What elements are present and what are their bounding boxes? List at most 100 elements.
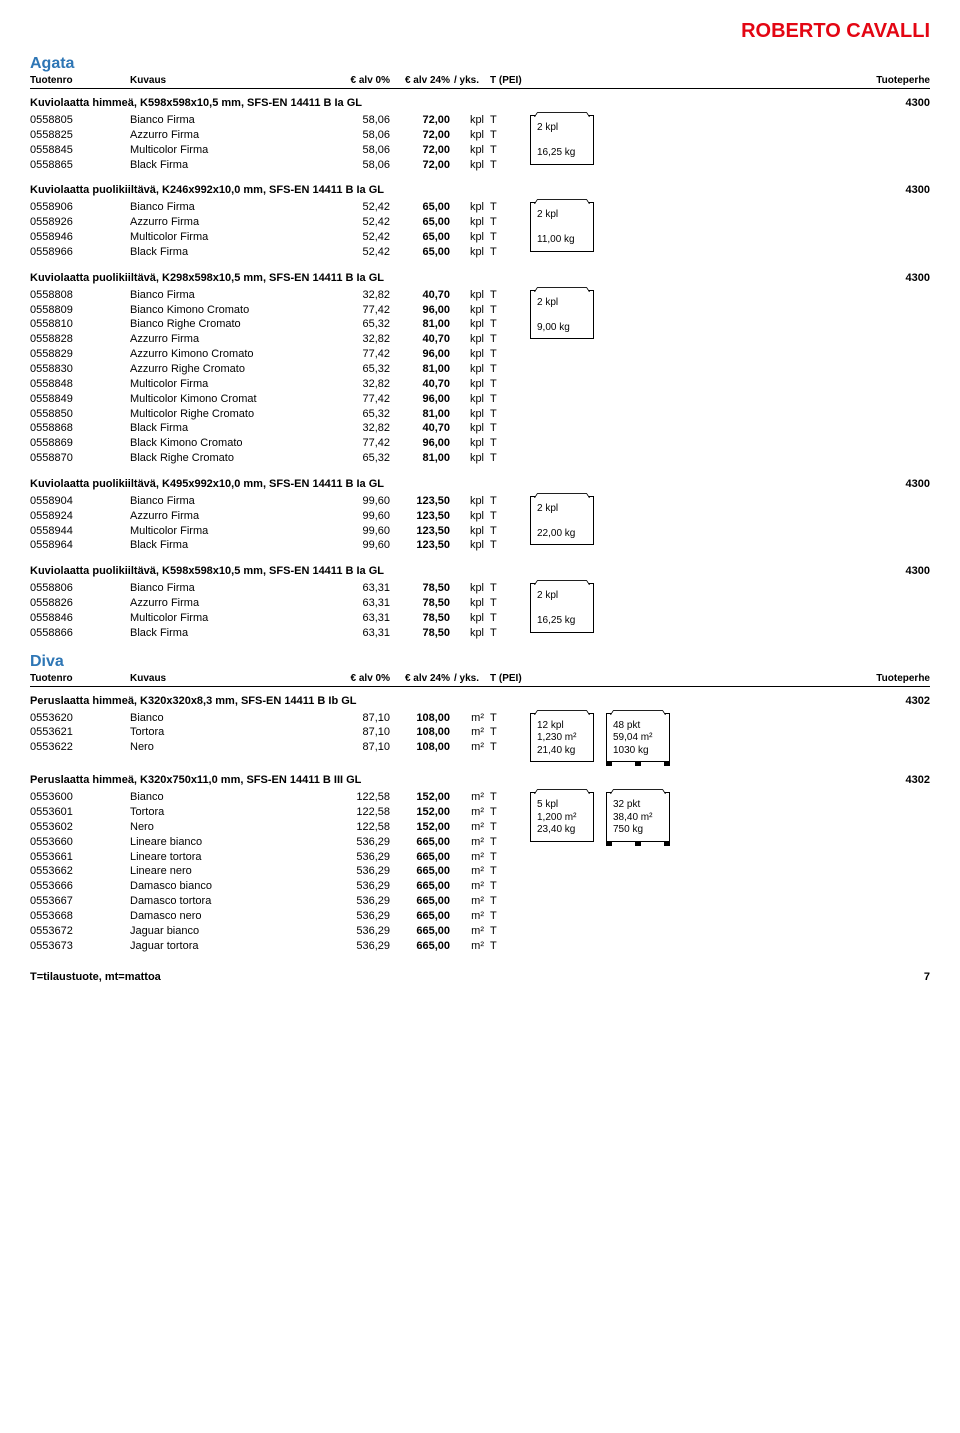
collection-title: Agata bbox=[30, 55, 930, 73]
package-line: 21,40 kg bbox=[537, 745, 583, 758]
table-row: 0558944Multicolor Firma99,60123,50kplT bbox=[30, 524, 510, 539]
table-row: 0558808Bianco Firma32,8240,70kplT bbox=[30, 288, 510, 303]
section-body: 0553600Bianco122,58152,00m²T0553601Torto… bbox=[30, 790, 930, 953]
section-title: Kuviolaatta puolikiiltävä, K495x992x10,0… bbox=[30, 478, 880, 490]
table-cell: 77,42 bbox=[330, 347, 390, 362]
table-cell: 0558805 bbox=[30, 113, 130, 128]
table-cell: 0558946 bbox=[30, 230, 130, 245]
table-cell: m² bbox=[450, 850, 490, 865]
table-row: 0558809Bianco Kimono Cromato77,4296,00kp… bbox=[30, 303, 510, 318]
brand-title: ROBERTO CAVALLI bbox=[30, 20, 930, 43]
table-row: 0558845Multicolor Firma58,0672,00kplT bbox=[30, 143, 510, 158]
table-row: 0553600Bianco122,58152,00m²T bbox=[30, 790, 510, 805]
table-cell: 0558924 bbox=[30, 509, 130, 524]
table-cell: kpl bbox=[450, 596, 490, 611]
table-cell: T bbox=[490, 200, 510, 215]
table-cell: T bbox=[490, 128, 510, 143]
section-title: Kuviolaatta puolikiiltävä, K598x598x10,5… bbox=[30, 565, 880, 577]
table-cell: 77,42 bbox=[330, 303, 390, 318]
table-cell: 65,32 bbox=[330, 362, 390, 377]
table-cell: 0558825 bbox=[30, 128, 130, 143]
table-cell: kpl bbox=[450, 143, 490, 158]
table-cell: Black Firma bbox=[130, 158, 330, 173]
table-row: 0553601Tortora122,58152,00m²T bbox=[30, 805, 510, 820]
section-title-row: Peruslaatta himmeä, K320x320x8,3 mm, SFS… bbox=[30, 695, 930, 707]
page-footer: T=tilaustuote, mt=mattoa 7 bbox=[30, 971, 930, 983]
table-cell: 32,82 bbox=[330, 421, 390, 436]
table-cell: 0553621 bbox=[30, 725, 130, 740]
table-cell: Bianco Firma bbox=[130, 494, 330, 509]
table-cell: 0553661 bbox=[30, 850, 130, 865]
table-cell: 52,42 bbox=[330, 215, 390, 230]
section-code: 4300 bbox=[880, 272, 930, 284]
table-row: 0558806Bianco Firma63,3178,50kplT bbox=[30, 581, 510, 596]
column-header: TuotenroKuvaus€ alv 0%€ alv 24%/ yks.T (… bbox=[30, 673, 930, 687]
table-cell: kpl bbox=[450, 407, 490, 422]
table-cell: 32,82 bbox=[330, 288, 390, 303]
table-cell: m² bbox=[450, 725, 490, 740]
product-section: Peruslaatta himmeä, K320x750x11,0 mm, SF… bbox=[30, 774, 930, 953]
table-cell: 0553660 bbox=[30, 835, 130, 850]
table-cell: 77,42 bbox=[330, 436, 390, 451]
table-cell: 123,50 bbox=[390, 538, 450, 553]
table-row: 0558865Black Firma58,0672,00kplT bbox=[30, 158, 510, 173]
table-cell: T bbox=[490, 303, 510, 318]
pallet-line: 750 kg bbox=[613, 824, 659, 837]
column-header-cell: € alv 0% bbox=[330, 673, 390, 684]
table-cell: 536,29 bbox=[330, 835, 390, 850]
table-cell: 0553600 bbox=[30, 790, 130, 805]
table-row: 0558848Multicolor Firma32,8240,70kplT bbox=[30, 377, 510, 392]
section-title: Kuviolaatta puolikiiltävä, K298x598x10,5… bbox=[30, 272, 880, 284]
table-cell: Multicolor Firma bbox=[130, 524, 330, 539]
table-cell: T bbox=[490, 879, 510, 894]
table-cell: 0558868 bbox=[30, 421, 130, 436]
table-cell: kpl bbox=[450, 230, 490, 245]
pallet-line: 48 pkt bbox=[613, 720, 659, 733]
table-cell: 40,70 bbox=[390, 288, 450, 303]
table-cell: kpl bbox=[450, 245, 490, 260]
table-row: 0553666Damasco bianco536,29665,00m²T bbox=[30, 879, 510, 894]
package-line bbox=[537, 222, 583, 235]
column-header-cell: Kuvaus bbox=[130, 673, 330, 684]
table-cell: kpl bbox=[450, 626, 490, 641]
table-cell: 0558926 bbox=[30, 215, 130, 230]
table-cell: Bianco Firma bbox=[130, 581, 330, 596]
section-title: Peruslaatta himmeä, K320x320x8,3 mm, SFS… bbox=[30, 695, 880, 707]
package-box: 12 kpl1,230 m²21,40 kg bbox=[530, 713, 594, 763]
table-cell: 152,00 bbox=[390, 820, 450, 835]
product-rows: 0558808Bianco Firma32,8240,70kplT0558809… bbox=[30, 288, 510, 466]
table-cell: 0558866 bbox=[30, 626, 130, 641]
table-cell: 63,31 bbox=[330, 596, 390, 611]
table-row: 0553621Tortora87,10108,00m²T bbox=[30, 725, 510, 740]
table-cell: kpl bbox=[450, 332, 490, 347]
table-cell: 665,00 bbox=[390, 894, 450, 909]
table-cell: 536,29 bbox=[330, 939, 390, 954]
table-cell: 81,00 bbox=[390, 407, 450, 422]
table-cell: 0558850 bbox=[30, 407, 130, 422]
column-header-cell: Kuvaus bbox=[130, 75, 330, 86]
table-cell: Azzurro Kimono Cromato bbox=[130, 347, 330, 362]
table-cell: 0553662 bbox=[30, 864, 130, 879]
column-header: TuotenroKuvaus€ alv 0%€ alv 24%/ yks.T (… bbox=[30, 75, 930, 89]
section-code: 4300 bbox=[880, 478, 930, 490]
package-line bbox=[537, 309, 583, 322]
package-boxes: 5 kpl1,200 m²23,40 kg32 pkt38,40 m²750 k… bbox=[530, 790, 670, 842]
table-cell: 0553672 bbox=[30, 924, 130, 939]
section-body: 0558805Bianco Firma58,0672,00kplT0558825… bbox=[30, 113, 930, 172]
table-cell: T bbox=[490, 850, 510, 865]
table-cell: T bbox=[490, 332, 510, 347]
package-line: 9,00 kg bbox=[537, 322, 583, 335]
table-cell: Nero bbox=[130, 740, 330, 755]
package-line: 12 kpl bbox=[537, 720, 583, 733]
table-cell: m² bbox=[450, 924, 490, 939]
table-row: 0558964Black Firma99,60123,50kplT bbox=[30, 538, 510, 553]
table-cell: 0558846 bbox=[30, 611, 130, 626]
table-cell: 0553673 bbox=[30, 939, 130, 954]
table-row: 0558870Black Righe Cromato65,3281,00kplT bbox=[30, 451, 510, 466]
table-cell: kpl bbox=[450, 538, 490, 553]
pallet-line: 38,40 m² bbox=[613, 812, 659, 825]
table-cell: Nero bbox=[130, 820, 330, 835]
table-cell: Black Firma bbox=[130, 626, 330, 641]
table-cell: 40,70 bbox=[390, 421, 450, 436]
pallet-line: 1030 kg bbox=[613, 745, 659, 758]
